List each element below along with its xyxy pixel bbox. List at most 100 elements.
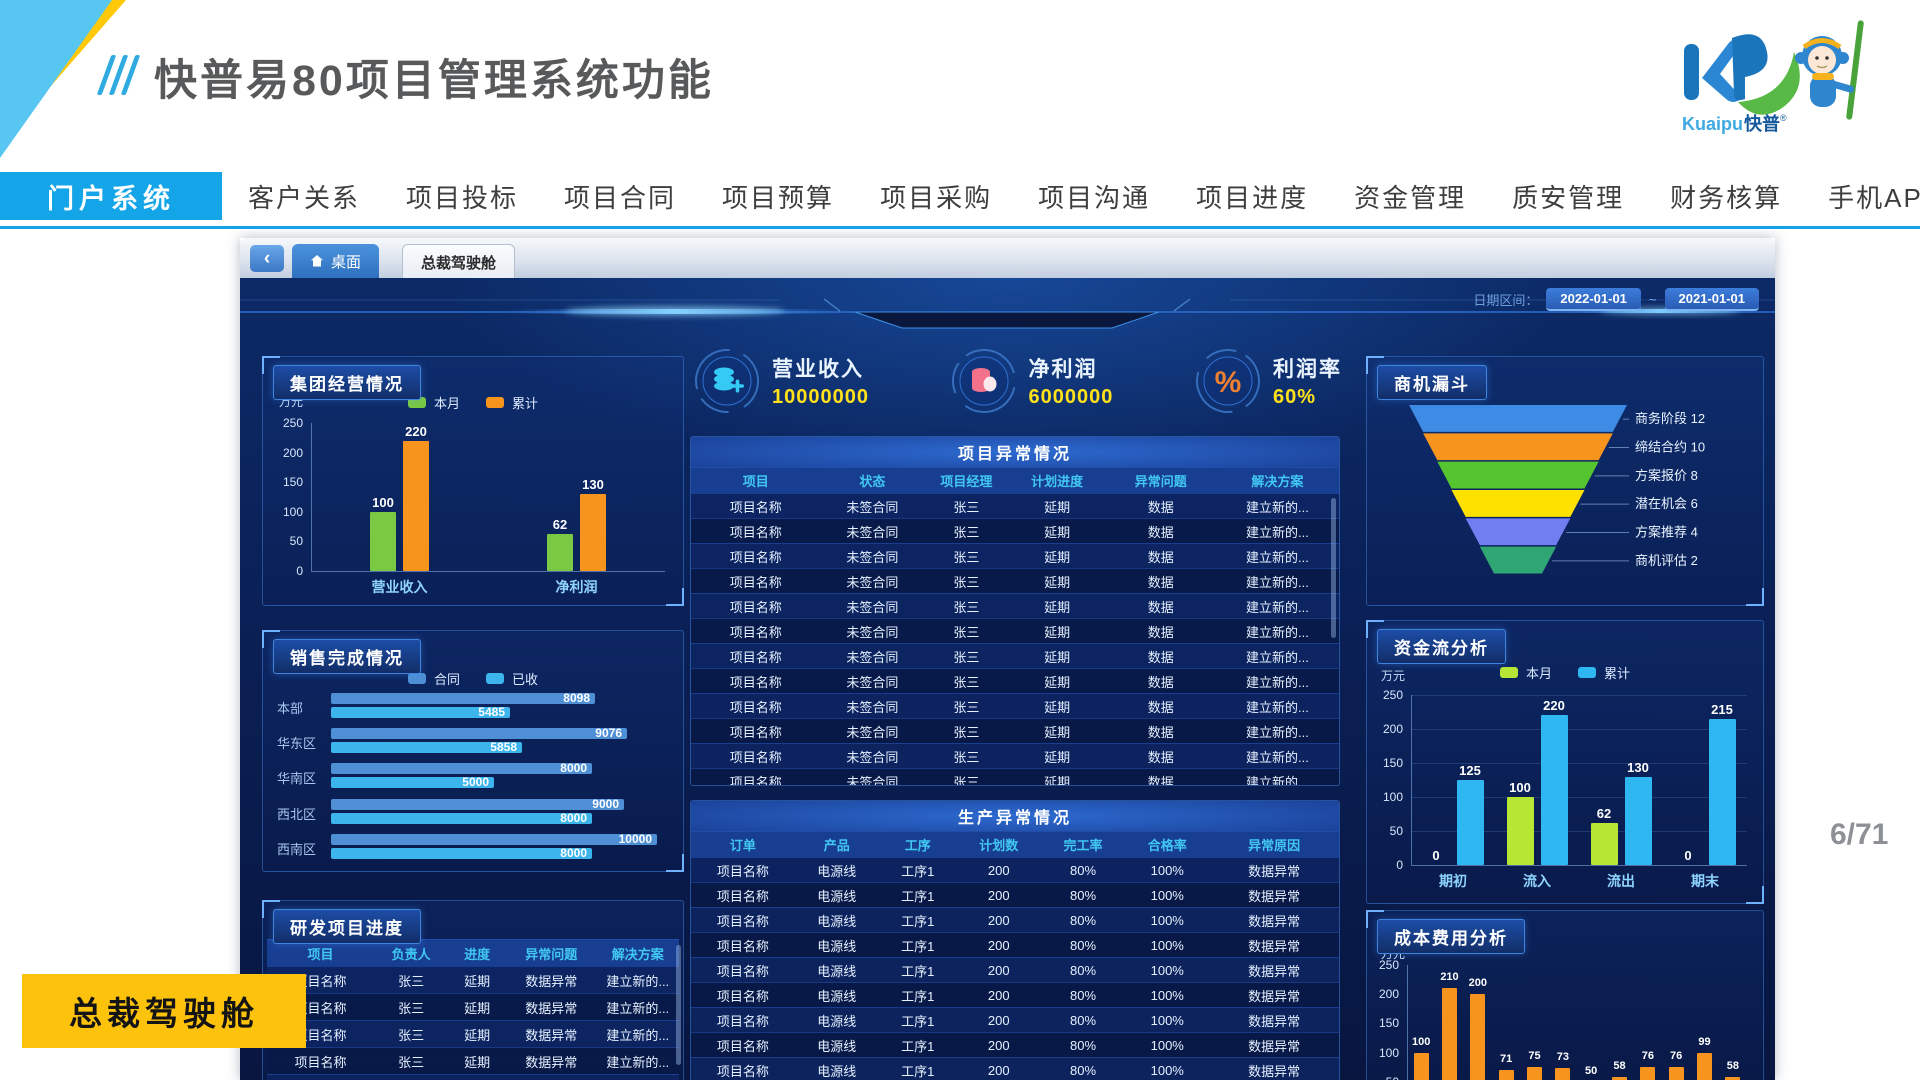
nav-item-项目采购[interactable]: 项目采购 (880, 182, 993, 213)
page-title: 快普易80项目管理系统功能 (154, 57, 714, 105)
table-scrollbar[interactable] (676, 945, 681, 1065)
table-cell: 解决方案 (611, 946, 664, 962)
bar-value-label: 5000 (462, 775, 489, 790)
chart-legend: 本月 累计 (1367, 663, 1763, 682)
table-cell: 订单 (729, 838, 756, 853)
date-from-input[interactable]: 2022-01-01 (1546, 288, 1641, 311)
funnel-stage-label: 商务阶段 12 (1635, 411, 1705, 426)
bar-value-label: 200 (1468, 977, 1487, 989)
bar-value-label: 62 (1596, 806, 1612, 821)
table-scrollbar[interactable] (1331, 498, 1336, 638)
table-cell: 项目名称 (716, 1038, 769, 1054)
table-cell: 100% (1150, 1012, 1184, 1028)
nav-item-财务核算[interactable]: 财务核算 (1670, 182, 1783, 213)
back-button[interactable]: ‹ (250, 245, 284, 272)
tab-ceo-cockpit[interactable]: 总裁驾驶舱 (402, 244, 516, 279)
panel-opportunity-funnel: 商机漏斗 商务阶段 12 缔结合约 10 方案报价 8 潜在机会 6 方案推荐 4 商机评… (1366, 356, 1764, 606)
bar-value-label: 215 (1711, 702, 1733, 717)
logo-text-cn: 快普 (1744, 113, 1780, 134)
table-cell: 建立新的... (1245, 624, 1309, 640)
bar: 5485 (331, 705, 510, 719)
table-cell: 延期 (1044, 549, 1071, 565)
table-cell: 数据 (1147, 574, 1174, 590)
bar-value-label: 9000 (592, 796, 619, 811)
home-icon (311, 255, 323, 267)
bar-value-label: 58 (1726, 1060, 1739, 1072)
bar (1590, 823, 1618, 865)
tab-desktop[interactable]: 桌面 (292, 244, 380, 278)
table-cell: 建立新的... (1245, 724, 1309, 740)
table-cell: 数据异常 (1248, 1013, 1301, 1029)
table-cell: 张三 (398, 1027, 425, 1043)
nav-item-项目进度[interactable]: 项目进度 (1196, 182, 1309, 213)
date-to-input[interactable]: 2021-01-01 (1664, 288, 1759, 311)
bar-value-label: 76 (1670, 1050, 1683, 1062)
table-row: 项目名称 电源线 工序1 200 80% 100% 数据异常 (691, 1007, 1339, 1032)
table-cell: 80% (1069, 937, 1097, 953)
table-cell: 未签合同 (846, 724, 899, 740)
panel-rd-progress: 研发项目进度 项目 负责人 进度 异常问题 解决方案 项目名称 张三 延期 数据异常 建立新的..… (262, 900, 684, 1080)
table-cell: 80% (1069, 1062, 1097, 1078)
bar-value-label: 130 (582, 477, 604, 492)
bar-value-label: 99 (1698, 1036, 1711, 1048)
y-axis-line (311, 423, 312, 571)
category-label: 期末 (1691, 873, 1719, 889)
bar-value-label: 0 (1684, 848, 1692, 863)
sales-completion-chart: 本部 8098 5485 华东区 9076 5858 华南区 8000 5000 西北区 9000 8… (275, 691, 671, 867)
nav-item-客户关系[interactable]: 客户关系 (248, 182, 361, 213)
table-cell: 项目名称 (294, 1027, 347, 1043)
table-cell: 工序1 (901, 1063, 935, 1079)
axis-tick-label: 100 (1378, 1045, 1399, 1060)
bar (1640, 1067, 1656, 1080)
panel-title-badge: 研发项目进度 (273, 909, 421, 944)
table-cell: 200 (987, 937, 1010, 953)
axis-tick-label: 0 (1396, 858, 1403, 872)
table-cell: 负责人 (391, 946, 431, 962)
panel-cash-flow: 资金流分析 本月 累计 万元 0 50 100 150 200 250 0 125 期初 100 22… (1366, 620, 1764, 904)
table-cell: 电源线 (817, 1013, 857, 1029)
panel-group-operations: 集团经营情况 本月 累计 万元 0 50 100 150 200 250 100 220 营业收入… (262, 356, 684, 606)
bar (1624, 777, 1652, 865)
nav-item-portal-active[interactable]: 门户系统 (0, 172, 222, 220)
table-row: 项目名称 未签合同 张三 延期 数据 建立新的... (691, 768, 1339, 785)
kuaipu-logo: Kuaipu 快普 ® (1682, 20, 1864, 134)
bar (1708, 719, 1736, 865)
category-label: 流入 (1523, 873, 1551, 889)
nav-item-项目合同[interactable]: 项目合同 (564, 182, 677, 213)
table-cell: 计划进度 (1031, 474, 1084, 489)
table-row: 项目名称 电源线 工序1 200 80% 100% 数据异常 (691, 932, 1339, 957)
table-cell: 建立新的... (1245, 549, 1309, 565)
table-cell: 80% (1069, 1037, 1097, 1053)
dashboard-window: ‹ 桌面 总裁驾驶舱 (240, 238, 1775, 1080)
table-header-row: 项目 状态 项目经理 计划进度 异常问题 解决方案 (691, 467, 1339, 493)
table-cell: 项目名称 (294, 1000, 347, 1016)
nav-item-项目预算[interactable]: 项目预算 (722, 182, 835, 213)
nav-item-质安管理[interactable]: 质安管理 (1512, 182, 1625, 213)
table-header-row: 订单 产品 工序 计划数 完工率 合格率 异常原因 (691, 831, 1339, 857)
table-cell: 合格率 (1147, 838, 1187, 853)
table-cell: 电源线 (817, 863, 857, 879)
table-cell: 项目名称 (716, 1013, 769, 1029)
table-cell: 数据 (1147, 624, 1174, 640)
nav-item-资金管理[interactable]: 资金管理 (1354, 182, 1467, 213)
bar: 5000 (331, 775, 494, 790)
table-cell: 数据异常 (1248, 863, 1301, 879)
bar-value-label: 100 (372, 495, 394, 510)
table-cell: 200 (987, 962, 1010, 978)
nav-item-手机APP[interactable]: 手机APP (1828, 182, 1920, 213)
bar: 8000 (331, 761, 592, 775)
table-cell: 建立新的... (1245, 649, 1309, 665)
legend-label: 已收 (512, 672, 539, 687)
table-cell: 电源线 (817, 913, 857, 929)
bar (1413, 1053, 1429, 1080)
logo-text-en: Kuaipu (1682, 114, 1743, 134)
table-cell: 数据 (1147, 649, 1174, 665)
kpi-profit-rate: % 利润率 60% (1195, 338, 1342, 424)
axis-tick-label: 50 (1375, 1075, 1399, 1080)
gridline (1411, 763, 1747, 764)
table-cell: 80% (1069, 987, 1097, 1003)
nav-item-项目沟通[interactable]: 项目沟通 (1038, 182, 1151, 213)
funnel-stage-label: 缔结合约 10 (1635, 440, 1705, 455)
nav-item-项目投标[interactable]: 项目投标 (406, 182, 519, 213)
bar: 8098 (331, 691, 595, 705)
